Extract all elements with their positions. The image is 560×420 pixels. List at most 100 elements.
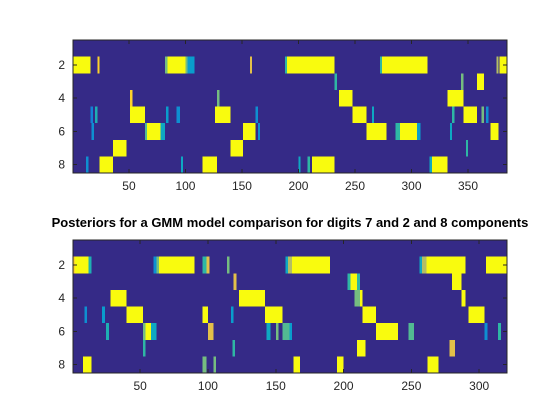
heatmap-cell — [88, 256, 92, 274]
heatmap-cell — [289, 323, 293, 340]
heatmap-cell — [481, 106, 484, 124]
heatmap-cell — [287, 56, 335, 74]
heatmap-cell — [153, 256, 157, 274]
heatmap-cell — [214, 106, 231, 124]
x-tick-label: 100 — [198, 379, 218, 393]
heatmap-cell — [231, 306, 234, 324]
x-tick-label: 250 — [345, 179, 365, 193]
heatmap-cell — [357, 339, 366, 357]
heatmap-cell — [206, 256, 210, 274]
heatmap-cell — [485, 256, 507, 274]
heatmap-cell — [110, 289, 127, 307]
heatmap-cell — [298, 156, 301, 173]
heatmap-cell — [232, 339, 236, 357]
heatmap-cell — [165, 56, 168, 74]
heatmap-cells — [73, 56, 507, 173]
x-tick-label: 250 — [401, 379, 421, 393]
heatmap-cell — [461, 73, 464, 90]
x-tick-label: 350 — [458, 179, 478, 193]
x-tick-label: 200 — [288, 179, 308, 193]
heatmap-cell — [249, 56, 253, 74]
heatmap-cell — [498, 323, 501, 340]
heatmap-cell — [285, 256, 288, 274]
heatmap-cell — [426, 256, 466, 274]
heatmap-cell — [429, 156, 432, 173]
heatmap-cell — [264, 306, 283, 324]
heatmap-cell — [452, 273, 462, 290]
heatmap-cell — [217, 89, 220, 107]
heatmap-cell — [142, 323, 146, 340]
heatmap-cell — [376, 323, 398, 340]
heatmap-cell — [468, 306, 485, 324]
heatmap-cell — [166, 106, 169, 124]
heatmap-cell — [284, 56, 288, 74]
heatmap-cell — [91, 123, 94, 140]
heatmap-cell — [266, 323, 271, 340]
heatmap-cell — [176, 106, 180, 124]
heatmap-cell — [339, 89, 353, 107]
heatmap-cell — [202, 256, 207, 274]
y-tick-label: 2 — [58, 258, 65, 272]
heatmap-cell — [207, 323, 214, 340]
heatmap-cell — [382, 56, 428, 74]
heatmap-cell — [106, 323, 109, 340]
heatmap-cell — [465, 139, 469, 157]
heatmap-cell — [113, 139, 127, 157]
heatmap-cell — [187, 56, 195, 74]
x-tick-label: 200 — [334, 379, 354, 393]
heatmap-cell — [449, 123, 453, 140]
heatmap-cell — [352, 106, 367, 124]
heatmap-cell — [126, 306, 143, 324]
heatmap-cell — [307, 156, 310, 173]
heatmap-cell — [130, 106, 145, 124]
heatmap-cell — [83, 356, 92, 373]
heatmap-cell — [366, 123, 387, 140]
heatmap-cell — [202, 356, 207, 373]
heatmap-cells — [73, 256, 507, 373]
y-tick-label: 6 — [58, 124, 65, 138]
heatmap-cell — [75, 256, 89, 274]
heatmap-cell — [449, 339, 455, 357]
heatmap-cell — [213, 356, 217, 373]
heatmap-cell — [226, 256, 230, 274]
heatmap-cell — [275, 323, 279, 340]
heatmap-cell — [202, 306, 208, 324]
x-tick-label: 150 — [266, 379, 286, 393]
heatmap-cell — [347, 273, 351, 290]
heatmap-cell — [230, 139, 244, 157]
heatmap-cell — [486, 106, 489, 124]
heatmap-cell — [447, 89, 464, 107]
heatmap-cell — [484, 323, 488, 340]
heatmap-cell — [156, 256, 160, 274]
heatmap-cell — [334, 73, 337, 90]
heatmap-cell — [73, 56, 91, 74]
y-tick-label: 2 — [58, 58, 65, 72]
heatmap-cell — [312, 156, 335, 173]
heatmap-cell — [350, 273, 358, 290]
y-tick-label: 4 — [58, 291, 65, 305]
heatmap-cell — [150, 323, 157, 340]
heatmap-cell — [243, 123, 256, 140]
heatmap-cell — [463, 106, 478, 124]
heatmap-cell — [477, 73, 484, 90]
heatmap-cell — [95, 106, 98, 124]
top-heatmap-panel: 50 100 150 200 250 300 350 2 4 6 8 — [58, 39, 508, 193]
heatmap-cell — [395, 123, 401, 140]
heatmap-cell — [362, 306, 377, 324]
heatmap-cell — [233, 273, 237, 290]
x-tick-label: 100 — [175, 179, 195, 193]
heatmap-cell — [102, 306, 105, 324]
heatmap-cell — [400, 123, 418, 140]
heatmap-cell — [292, 256, 331, 274]
heatmap-cell — [159, 256, 195, 274]
heatmap-cell — [282, 323, 290, 340]
heatmap-cell — [144, 123, 148, 140]
heatmap-cell — [255, 106, 258, 124]
heatmap-cell — [293, 356, 301, 373]
heatmap-cell — [357, 273, 360, 290]
heatmap-cell — [160, 123, 166, 140]
heatmap-cell — [180, 156, 184, 173]
heatmap-cell — [452, 106, 455, 124]
heatmap-cell — [371, 106, 375, 124]
